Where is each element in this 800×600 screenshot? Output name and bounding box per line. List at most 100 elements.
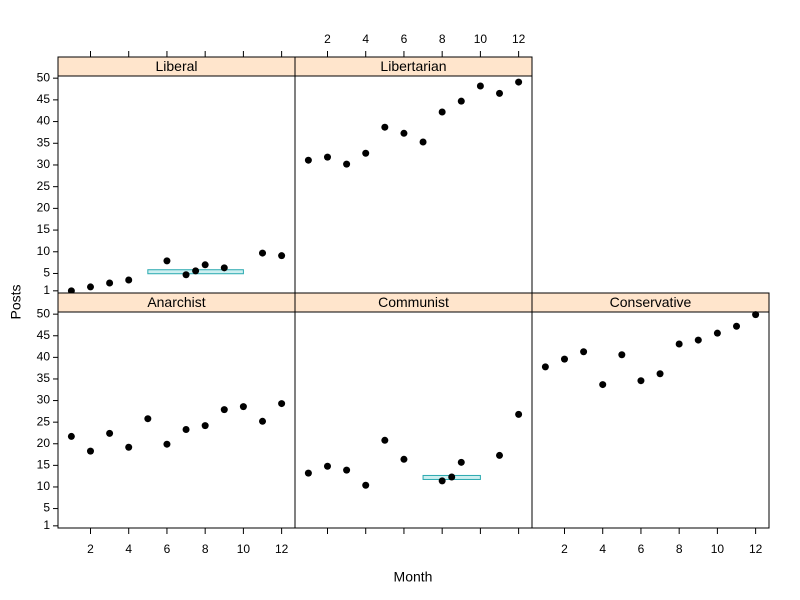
y-tick-label: 10	[37, 244, 51, 258]
point	[163, 257, 171, 265]
x-tick-label: 12	[512, 32, 526, 46]
y-tick-label: 30	[37, 157, 51, 171]
y-tick-label: 15	[37, 222, 51, 236]
y-tick-label: 25	[37, 179, 51, 193]
x-tick-label: 10	[237, 542, 251, 556]
point	[733, 322, 741, 330]
x-tick-label: 6	[638, 542, 645, 556]
point	[125, 443, 133, 451]
point	[618, 351, 626, 359]
point	[438, 108, 446, 116]
x-tick-label: 4	[599, 542, 606, 556]
point	[304, 156, 312, 164]
point	[362, 481, 370, 489]
point	[259, 417, 267, 425]
y-tick-label: 35	[37, 371, 51, 385]
panel-title: Libertarian	[380, 58, 446, 74]
point	[381, 123, 389, 131]
point	[713, 329, 721, 337]
point	[476, 82, 484, 90]
y-tick-label: 1	[43, 518, 50, 532]
x-tick-label: 2	[87, 542, 94, 556]
point	[259, 249, 267, 257]
point	[400, 129, 408, 137]
point	[752, 311, 760, 319]
point	[580, 348, 588, 356]
point	[323, 153, 331, 161]
point	[438, 477, 446, 485]
y-tick-label: 20	[37, 201, 51, 215]
y-tick-label: 45	[37, 92, 51, 106]
panel-frame	[531, 311, 770, 529]
point	[362, 149, 370, 157]
x-tick-label: 4	[362, 32, 369, 46]
y-tick-label: 50	[37, 70, 51, 84]
y-tick-label: 35	[37, 135, 51, 149]
point	[192, 267, 200, 275]
point	[106, 279, 114, 287]
point	[106, 429, 114, 437]
point	[182, 426, 190, 434]
point	[304, 469, 312, 477]
point	[515, 410, 523, 418]
point	[675, 340, 683, 348]
point	[419, 138, 427, 146]
panel-frame	[57, 75, 296, 294]
point	[144, 415, 152, 423]
x-tick-label: 4	[125, 542, 132, 556]
point	[86, 283, 94, 291]
point	[496, 451, 504, 459]
x-tick-label: 2	[561, 542, 568, 556]
point	[182, 271, 190, 279]
point	[239, 403, 247, 411]
y-tick-label: 45	[37, 328, 51, 342]
point	[694, 336, 702, 344]
x-tick-label: 10	[711, 542, 725, 556]
y-tick-label: 5	[43, 501, 50, 515]
point	[656, 370, 664, 378]
point	[86, 447, 94, 455]
point	[457, 97, 465, 105]
panel-frame	[294, 311, 533, 529]
x-tick-label: 2	[324, 32, 331, 46]
y-tick-label: 10	[37, 479, 51, 493]
point	[278, 252, 286, 260]
point	[515, 78, 523, 86]
panel-frame	[294, 75, 533, 294]
x-tick-label: 8	[202, 542, 209, 556]
point	[220, 406, 228, 414]
x-tick-label: 6	[164, 542, 171, 556]
point	[67, 432, 75, 440]
y-tick-label: 25	[37, 414, 51, 428]
point	[343, 160, 351, 168]
x-tick-label: 12	[275, 542, 289, 556]
y-tick-label: 1	[43, 283, 50, 297]
point	[496, 89, 504, 97]
point	[220, 264, 228, 272]
point	[448, 473, 456, 481]
point	[323, 462, 331, 470]
x-tick-label: 10	[474, 32, 488, 46]
y-axis-label: Posts	[8, 284, 24, 319]
y-tick-label: 15	[37, 458, 51, 472]
x-tick-label: 12	[749, 542, 763, 556]
point	[125, 276, 133, 284]
x-tick-label: 6	[401, 32, 408, 46]
point	[400, 455, 408, 463]
x-tick-label: 8	[676, 542, 683, 556]
point	[278, 400, 286, 408]
y-tick-label: 5	[43, 266, 50, 280]
x-axis-label: Month	[394, 569, 433, 585]
panel-title: Conservative	[610, 294, 692, 310]
point	[163, 440, 171, 448]
point	[541, 363, 549, 371]
panel-title: Anarchist	[147, 294, 205, 310]
x-tick-label: 8	[439, 32, 446, 46]
y-tick-label: 50	[37, 306, 51, 320]
point	[201, 261, 209, 269]
point	[457, 458, 465, 466]
y-tick-label: 40	[37, 114, 51, 128]
y-tick-label: 40	[37, 350, 51, 364]
panel-title: Communist	[378, 294, 449, 310]
